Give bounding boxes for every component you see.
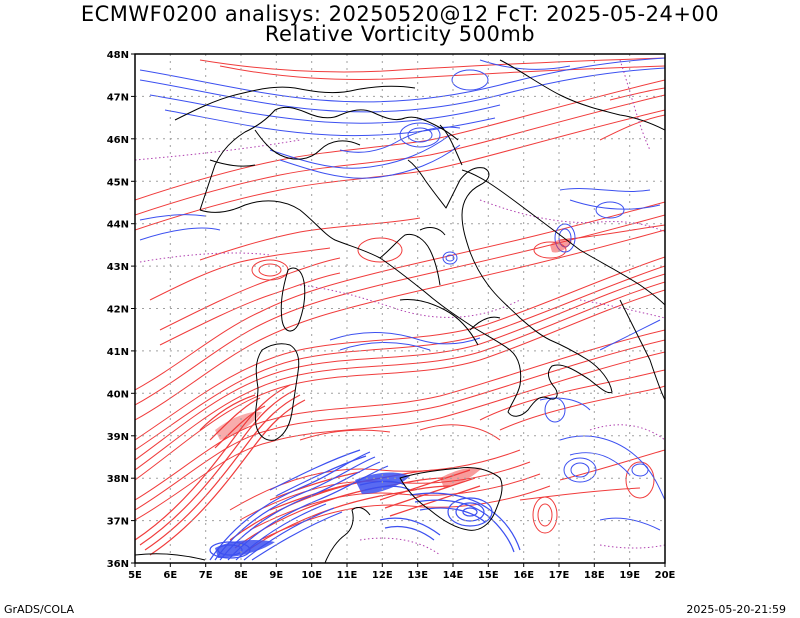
lon-label: 20E — [655, 570, 676, 581]
longitude-labels: 5E 6E 7E 8E 9E 10E 11E 12E 13E 14E 15E 1… — [128, 570, 675, 581]
strong-positive-core — [135, 384, 481, 557]
lon-label: 17E — [549, 570, 570, 581]
lon-label: 5E — [128, 570, 142, 581]
lat-label: 43N — [107, 262, 129, 273]
lat-label: 47N — [107, 92, 129, 103]
lon-label: 15E — [478, 570, 499, 581]
lat-label: 41N — [107, 347, 129, 358]
positive-vorticity-contours — [135, 57, 665, 541]
lon-label: 12E — [372, 570, 393, 581]
lat-label: 38N — [107, 474, 129, 485]
lon-label: 13E — [407, 570, 428, 581]
lon-label: 6E — [163, 570, 177, 581]
latitude-labels: 48N 47N 46N 45N 44N 43N 42N 41N 40N 39N … — [107, 50, 129, 570]
negative-vorticity-contours — [139, 57, 665, 531]
footer-timestamp: 2025-05-20-21:59 — [686, 603, 786, 616]
lat-lon-grid — [135, 54, 665, 563]
lat-label: 45N — [107, 177, 129, 188]
chart-title: ECMWF0200 analisys: 20250520@12 FcT: 202… — [80, 2, 720, 26]
coastlines-and-borders — [135, 59, 665, 563]
lat-label: 36N — [107, 559, 129, 570]
lon-label: 11E — [337, 570, 358, 581]
footer-software-label: GrADS/COLA — [4, 603, 74, 616]
lon-label: 8E — [234, 570, 248, 581]
lat-label: 39N — [107, 432, 129, 443]
lon-label: 9E — [269, 570, 283, 581]
lon-label: 14E — [443, 570, 464, 581]
lat-label: 44N — [107, 220, 129, 231]
lat-label: 37N — [107, 517, 129, 528]
zero-vorticity-lines — [135, 59, 665, 556]
lon-label: 19E — [619, 570, 640, 581]
lon-label: 18E — [584, 570, 605, 581]
lon-label: 7E — [199, 570, 213, 581]
lat-label: 46N — [107, 135, 129, 146]
dense-contour-patches — [215, 239, 572, 558]
tick-marks — [131, 53, 666, 567]
lat-label: 40N — [107, 389, 129, 400]
lon-label: 16E — [513, 570, 534, 581]
lon-label: 10E — [301, 570, 322, 581]
lat-label: 42N — [107, 305, 129, 316]
lat-label: 48N — [107, 50, 129, 61]
chart-subtitle: Relative Vorticity 500mb — [264, 22, 536, 46]
